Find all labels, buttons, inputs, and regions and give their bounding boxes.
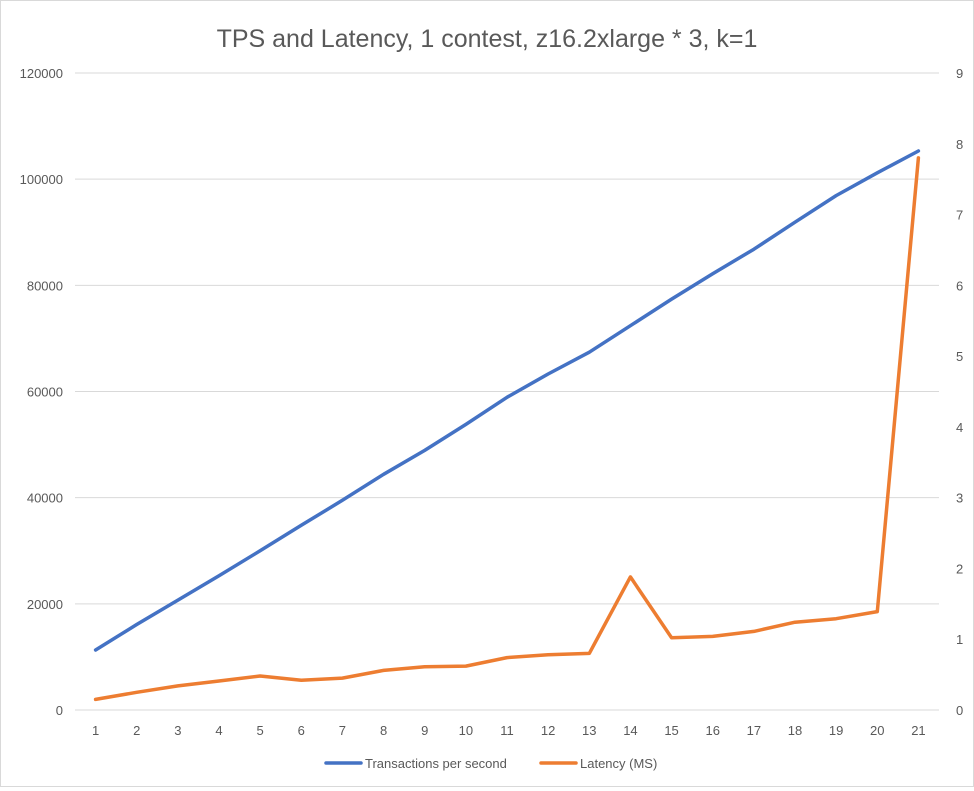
x-tick-label: 7: [339, 723, 346, 738]
x-axis-ticks: 1 2 3 4 5 6 7 8 9 10 11 12 13 14 15 16 17 18 19 20 21: [92, 723, 926, 738]
x-tick-label: 12: [541, 723, 555, 738]
legend-label-latency: Latency (MS): [580, 756, 657, 771]
gridlines: [75, 72, 939, 711]
x-tick-label: 17: [747, 723, 761, 738]
right-tick-label: 5: [956, 349, 963, 364]
x-tick-label: 3: [174, 723, 181, 738]
right-tick-label: 3: [956, 491, 963, 506]
x-tick-label: 16: [705, 723, 719, 738]
legend: Transactions per second Latency (MS): [324, 756, 657, 771]
x-tick-label: 10: [459, 723, 473, 738]
x-tick-label: 20: [870, 723, 884, 738]
series-line-latency: [93, 156, 921, 702]
right-axis-ticks: 0 1 2 3 4 5 6 7 8 9: [956, 66, 963, 718]
x-tick-label: 19: [829, 723, 843, 738]
x-tick-label: 2: [133, 723, 140, 738]
right-tick-label: 0: [956, 703, 963, 718]
left-tick-label: 0: [56, 703, 63, 718]
x-tick-label: 4: [215, 723, 222, 738]
x-tick-label: 13: [582, 723, 596, 738]
right-tick-label: 8: [956, 137, 963, 152]
left-tick-label: 40000: [27, 491, 63, 506]
left-axis-ticks: 0 20000 40000 60000 80000 100000 120000: [20, 66, 63, 718]
left-tick-label: 120000: [20, 66, 63, 81]
x-tick-label: 18: [788, 723, 802, 738]
x-tick-label: 6: [298, 723, 305, 738]
x-tick-label: 8: [380, 723, 387, 738]
x-tick-label: 21: [911, 723, 925, 738]
legend-label-tps: Transactions per second: [365, 756, 507, 771]
left-tick-label: 20000: [27, 597, 63, 612]
series-line-tps: [93, 149, 921, 652]
x-tick-label: 11: [500, 723, 514, 738]
x-tick-label: 1: [92, 723, 99, 738]
right-tick-label: 1: [956, 632, 963, 647]
x-tick-label: 9: [421, 723, 428, 738]
right-tick-label: 4: [956, 420, 963, 435]
right-tick-label: 9: [956, 66, 963, 81]
x-tick-label: 15: [664, 723, 678, 738]
right-tick-label: 7: [956, 208, 963, 223]
left-tick-label: 100000: [20, 172, 63, 187]
x-tick-label: 14: [623, 723, 637, 738]
right-tick-label: 6: [956, 278, 963, 293]
left-tick-label: 60000: [27, 385, 63, 400]
right-tick-label: 2: [956, 561, 963, 576]
x-tick-label: 5: [257, 723, 264, 738]
series-layer: [93, 149, 921, 702]
chart-title: TPS and Latency, 1 contest, z16.2xlarge …: [217, 25, 758, 53]
left-tick-label: 80000: [27, 278, 63, 293]
